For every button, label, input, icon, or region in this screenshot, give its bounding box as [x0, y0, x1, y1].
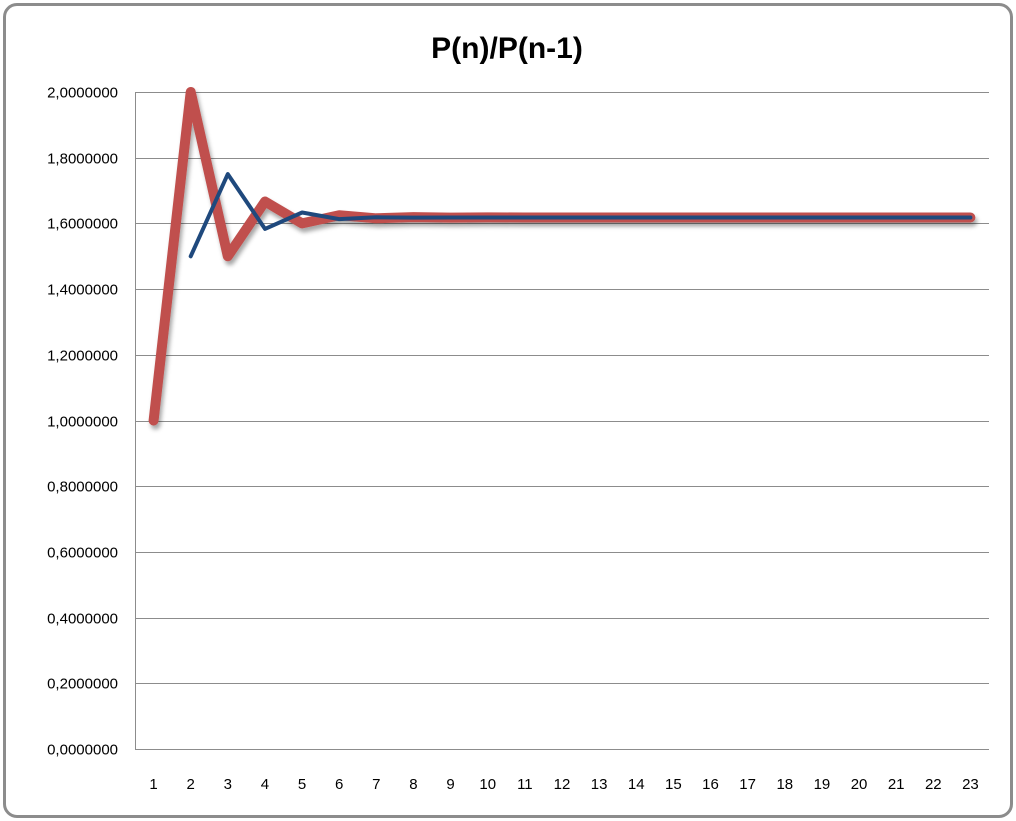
x-tick-label: 9 [446, 776, 454, 793]
x-tick-label: 16 [702, 776, 719, 793]
x-tick-label: 3 [224, 776, 232, 793]
x-tick-label: 18 [776, 776, 793, 793]
chart-frame [3, 3, 1013, 818]
series-lines [148, 87, 976, 426]
x-tick-label: 13 [591, 776, 608, 793]
x-tick-label: 19 [814, 776, 831, 793]
y-tick-label: 0,8000000 [47, 479, 118, 496]
x-tick-label: 14 [628, 776, 645, 793]
x-tick-label: 6 [335, 776, 343, 793]
y-tick-label: 1,4000000 [47, 282, 118, 299]
x-tick-label: 8 [409, 776, 417, 793]
y-tick-label: 1,0000000 [47, 414, 118, 431]
x-tick-label: 20 [851, 776, 868, 793]
y-tick-label: 1,8000000 [47, 151, 118, 168]
y-tick-label: 2,0000000 [47, 85, 118, 102]
chart-title: P(n)/P(n-1) [431, 32, 583, 65]
x-tick-label: 2 [187, 776, 195, 793]
x-tick-label: 5 [298, 776, 306, 793]
x-tick-label: 7 [372, 776, 380, 793]
y-tick-label: 1,2000000 [47, 348, 118, 365]
y-tick-label: 1,6000000 [47, 216, 118, 233]
x-tick-label: 1 [149, 776, 157, 793]
y-axis-tick-labels: 0,0000000 0,2000000 0,4000000 0,6000000 0,80… [47, 85, 118, 759]
x-tick-label: 12 [554, 776, 571, 793]
y-tick-label: 0,4000000 [47, 611, 118, 628]
x-tick-label: 11 [517, 776, 533, 793]
y-tick-label: 0,2000000 [47, 676, 118, 693]
x-tick-label: 15 [665, 776, 682, 793]
series-line-2 [188, 172, 973, 259]
x-tick-label: 21 [888, 776, 905, 793]
series-line-1 [148, 87, 976, 426]
x-tick-label: 10 [479, 776, 496, 793]
x-tick-label: 4 [261, 776, 269, 793]
y-tick-label: 0,6000000 [47, 545, 118, 562]
y-tick-label: 0,0000000 [47, 742, 118, 759]
x-tick-label: 23 [962, 776, 979, 793]
x-axis-tick-labels: 1 2 3 4 5 6 7 8 9 10 11 12 13 14 15 16 17 18 19 20 21 22 23 [149, 776, 978, 793]
gridlines [135, 92, 989, 750]
x-tick-label: 17 [739, 776, 756, 793]
x-tick-label: 22 [925, 776, 942, 793]
